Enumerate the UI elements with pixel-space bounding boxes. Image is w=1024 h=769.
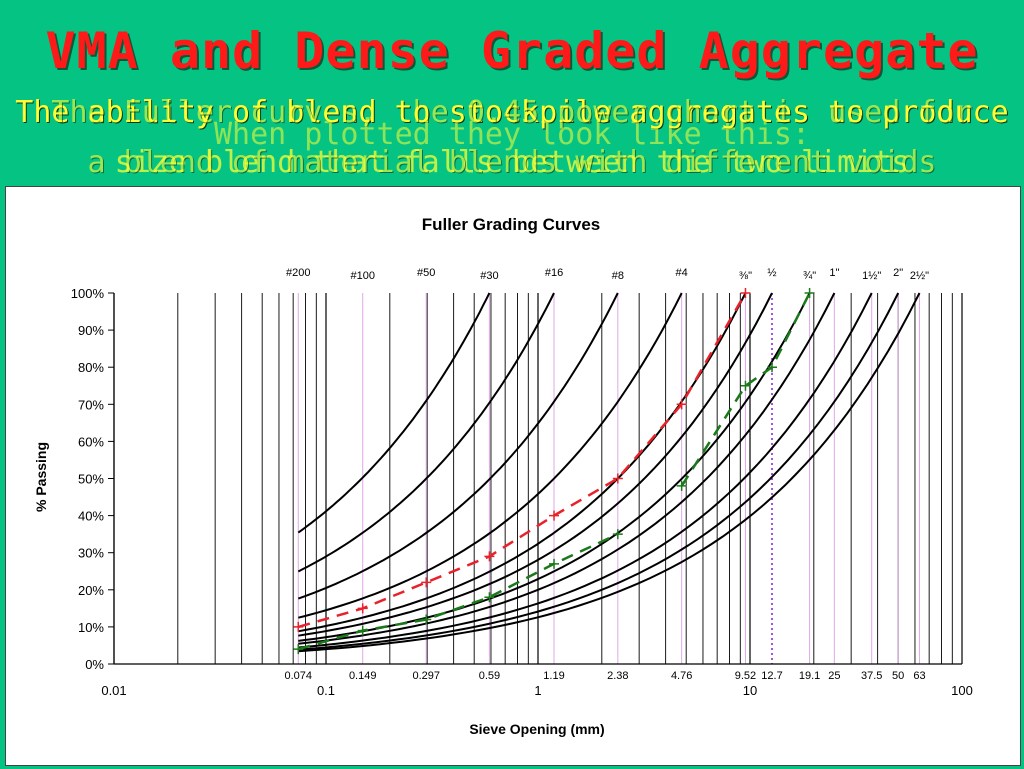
data-point-marker bbox=[740, 288, 751, 298]
fuller-curve bbox=[298, 292, 683, 619]
sieve-opening-label: 1.19 bbox=[543, 670, 564, 682]
sieve-name-label: 1" bbox=[829, 267, 839, 279]
sieve-name-label: ½ bbox=[767, 267, 776, 279]
sieve-name-label: 1½" bbox=[862, 270, 881, 282]
fuller-curve bbox=[297, 292, 491, 534]
y-tick-label: 60% bbox=[78, 434, 104, 449]
x-tick-label: 0.1 bbox=[317, 683, 335, 698]
data-point-marker bbox=[676, 480, 687, 491]
overlay-text-line-3: The Fuller curves, the 0.45 power chart … bbox=[51, 95, 973, 130]
sieve-name-label: 2" bbox=[893, 267, 903, 279]
x-tick-label: 10 bbox=[743, 683, 757, 698]
overlay-text-line-1: The ability of blend to stockpile aggreg… bbox=[15, 95, 1009, 130]
x-tick-label: 1 bbox=[534, 683, 541, 698]
sieve-opening-label: 50 bbox=[892, 670, 904, 682]
y-tick-label: 40% bbox=[78, 509, 104, 524]
sieve-name-label: #4 bbox=[676, 267, 688, 279]
fuller-grading-chart: Fuller Grading Curves Sieve Opening (mm)… bbox=[33, 215, 973, 737]
data-point-marker bbox=[804, 288, 815, 298]
y-tick-label: 100% bbox=[71, 286, 105, 301]
chart-panel: Fuller Grading Curves Sieve Opening (mm)… bbox=[5, 186, 1021, 766]
chart-title: Fuller Grading Curves bbox=[422, 215, 601, 234]
sieve-opening-label: 19.1 bbox=[799, 670, 820, 682]
fuller-curve bbox=[298, 292, 921, 653]
data-point-marker bbox=[676, 399, 687, 410]
data-point-marker bbox=[421, 577, 432, 588]
data-point-marker bbox=[293, 621, 304, 632]
sieve-opening-label: 63 bbox=[913, 670, 925, 682]
sieve-name-label: ¾" bbox=[803, 270, 816, 282]
data-point-marker bbox=[484, 551, 495, 562]
sieve-name-label: ⅜" bbox=[739, 270, 752, 282]
y-axis-label: % Passing bbox=[33, 442, 49, 512]
x-axis-label: Sieve Opening (mm) bbox=[469, 721, 604, 737]
data-point-marker bbox=[357, 625, 368, 636]
sieve-name-label: #100 bbox=[350, 270, 374, 282]
slide-title: VMA and Dense Graded Aggregate bbox=[45, 22, 979, 80]
y-tick-label: 70% bbox=[78, 397, 104, 412]
fuller-curve bbox=[298, 292, 747, 633]
gradation-line bbox=[297, 292, 747, 629]
fuller-curve bbox=[298, 292, 836, 645]
y-tick-label: 50% bbox=[78, 472, 104, 487]
sieve-name-label: #8 bbox=[612, 270, 624, 282]
sieve-name-label: #200 bbox=[286, 267, 310, 279]
gradation-line bbox=[297, 532, 619, 651]
fuller-curve bbox=[297, 292, 619, 600]
y-tick-label: 90% bbox=[78, 323, 104, 338]
sieve-opening-label: 12.7 bbox=[761, 670, 782, 682]
sieve-name-label: 2½" bbox=[910, 270, 929, 282]
sieve-name-label: #50 bbox=[417, 267, 435, 279]
data-point-marker bbox=[767, 362, 778, 373]
overlay-text-line-4: a blend of material blends with differen… bbox=[87, 145, 937, 180]
fuller-curve bbox=[298, 292, 900, 651]
data-point-marker bbox=[484, 592, 495, 603]
y-tick-label: 80% bbox=[78, 360, 104, 375]
data-point-marker bbox=[549, 558, 560, 569]
data-point-marker bbox=[357, 603, 368, 614]
sieve-opening-label: 25 bbox=[828, 670, 840, 682]
fuller-curve bbox=[298, 292, 773, 637]
data-point-marker bbox=[421, 614, 432, 625]
y-tick-label: 10% bbox=[78, 620, 104, 635]
overlay-text-line-5: When plotted they look like this: bbox=[213, 117, 811, 152]
sieve-opening-label: 0.149 bbox=[349, 670, 377, 682]
sieve-name-label: #16 bbox=[545, 267, 563, 279]
fuller-curve bbox=[297, 292, 555, 573]
sieve-opening-label: 0.59 bbox=[479, 670, 500, 682]
sieve-opening-label: 0.297 bbox=[412, 670, 440, 682]
y-tick-label: 30% bbox=[78, 546, 104, 561]
data-point-marker bbox=[612, 529, 623, 540]
x-tick-label: 100 bbox=[951, 683, 973, 698]
sieve-opening-label: 37.5 bbox=[861, 670, 882, 682]
data-point-marker bbox=[549, 510, 560, 521]
sieve-opening-label: 4.76 bbox=[671, 670, 692, 682]
fuller-curve bbox=[298, 292, 873, 649]
sieve-opening-label: 2.38 bbox=[607, 670, 628, 682]
data-point-marker bbox=[740, 380, 751, 391]
data-point-marker bbox=[612, 473, 623, 484]
sieve-opening-label: 0.074 bbox=[285, 670, 313, 682]
y-tick-label: 0% bbox=[85, 657, 104, 672]
x-tick-label: 0.01 bbox=[101, 683, 126, 698]
y-tick-label: 20% bbox=[78, 583, 104, 598]
overlay-text-line-2: size blend that falls between the two li… bbox=[114, 145, 910, 180]
data-point-marker bbox=[293, 644, 304, 655]
sieve-name-label: #30 bbox=[480, 270, 498, 282]
sieve-opening-label: 9.52 bbox=[735, 670, 756, 682]
